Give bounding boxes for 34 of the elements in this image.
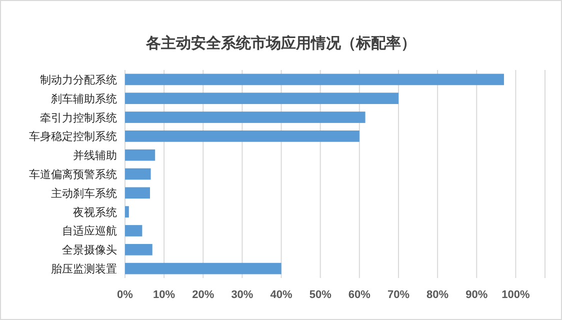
chart-title: 各主动安全系统市场应用情况（标配率） — [145, 34, 416, 52]
x-tick-label: 90% — [466, 289, 488, 301]
bar — [125, 244, 152, 256]
y-tick-label: 车道偏离预警系统 — [29, 168, 117, 181]
y-tick-label: 牵引力控制系统 — [40, 111, 117, 124]
bar — [125, 112, 366, 123]
x-tick-label: 60% — [348, 289, 371, 301]
bar — [125, 206, 129, 218]
bar — [125, 168, 151, 180]
x-tick-label: 40% — [270, 289, 292, 301]
x-tick-label: 0% — [117, 289, 134, 301]
bar — [125, 130, 360, 142]
y-tick-label: 夜视系统 — [73, 206, 117, 219]
y-tick-label: 刹车辅助系统 — [51, 92, 117, 106]
y-tick-label: 制动力分配系统 — [40, 73, 117, 86]
y-tick-label: 全景摄像头 — [62, 244, 117, 257]
y-tick-label: 主动刹车系统 — [51, 186, 117, 200]
y-tick-label: 并线辅助 — [73, 149, 117, 162]
bar — [125, 92, 398, 104]
x-tick-label: 20% — [192, 289, 214, 301]
bar — [125, 74, 504, 86]
bar — [125, 225, 142, 236]
y-tick-label: 自适应巡航 — [62, 224, 117, 238]
x-tick-label: 30% — [231, 289, 254, 301]
bar — [125, 187, 150, 199]
x-tick-label: 10% — [153, 289, 176, 301]
x-tick-label: 80% — [426, 289, 449, 301]
bar — [125, 262, 282, 274]
y-tick-label: 车身稳定控制系统 — [29, 130, 117, 144]
x-tick-label: 100% — [502, 289, 530, 301]
bar — [125, 149, 156, 161]
y-tick-label: 胎压监测装置 — [51, 262, 117, 276]
x-tick-label: 50% — [309, 289, 332, 301]
x-tick-label: 70% — [387, 289, 410, 301]
